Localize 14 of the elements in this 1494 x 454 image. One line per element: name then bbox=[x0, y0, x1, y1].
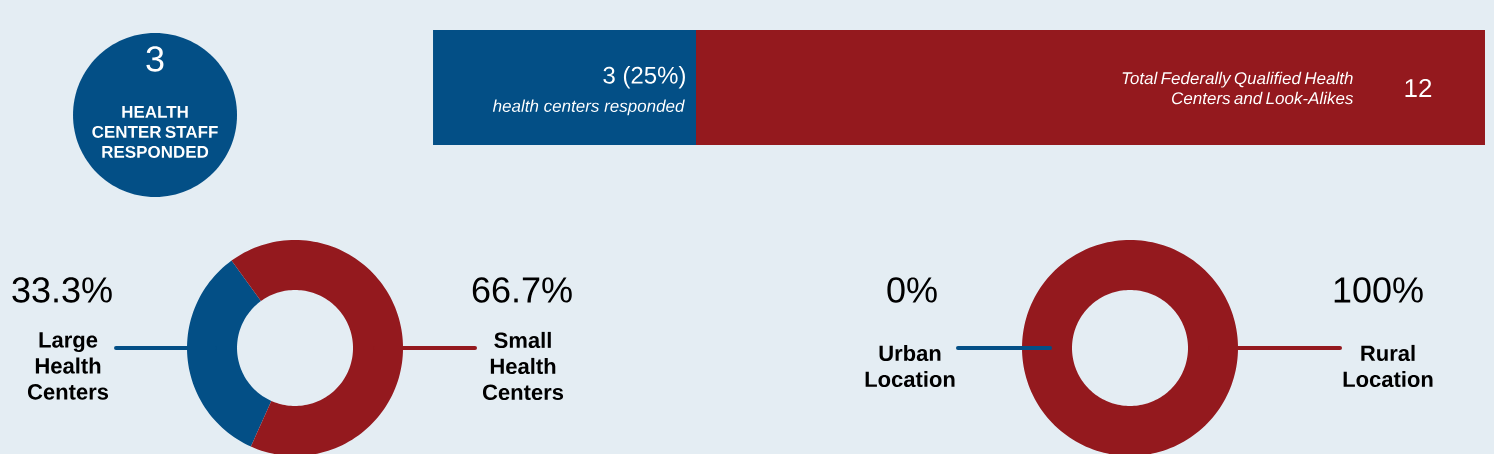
data-label: 3 (25%) bbox=[603, 66, 685, 89]
slice-label: Small Health Centers bbox=[482, 331, 564, 401]
data-label: 66.7% bbox=[472, 277, 572, 303]
annotation: Total Federally Qualified Health Centers and Look-Alikes bbox=[1122, 71, 1354, 105]
data-label: 100% bbox=[1334, 277, 1423, 303]
text: HEALTH CENTER STAFF RESPONDED bbox=[92, 106, 218, 158]
total-label: 12 bbox=[1405, 78, 1432, 98]
annotation: health centers responded bbox=[492, 99, 685, 116]
data-label: 33.3% bbox=[12, 277, 112, 303]
slice-label: Rural Location bbox=[1343, 344, 1433, 388]
text: 3 bbox=[146, 46, 164, 72]
legend-label: Urban Location bbox=[865, 344, 955, 388]
slice-label: Large Health Centers bbox=[27, 332, 109, 400]
text: 0% bbox=[887, 277, 937, 303]
